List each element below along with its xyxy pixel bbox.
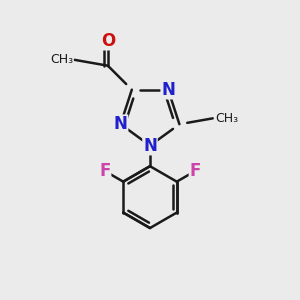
Text: F: F — [189, 162, 201, 180]
Text: O: O — [101, 32, 115, 50]
Text: CH₃: CH₃ — [50, 53, 73, 66]
Text: CH₃: CH₃ — [215, 112, 238, 125]
Text: F: F — [99, 162, 111, 180]
Text: N: N — [161, 81, 175, 99]
Text: N: N — [114, 115, 128, 133]
Text: N: N — [143, 136, 157, 154]
